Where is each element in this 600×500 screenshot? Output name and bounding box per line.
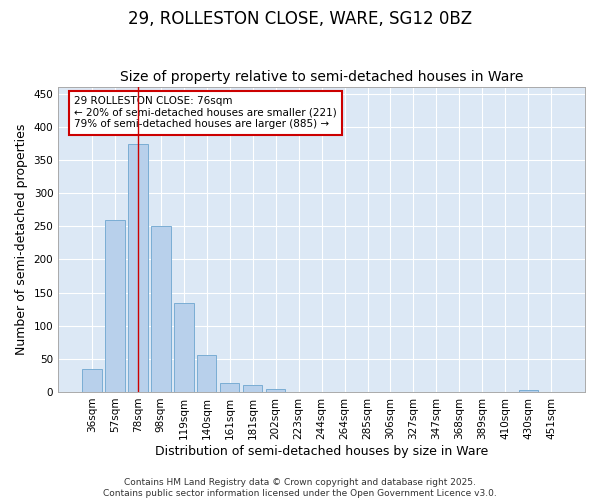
Bar: [105, 220, 125, 392]
Bar: [220, 382, 239, 392]
Bar: [518, 390, 538, 392]
Bar: [174, 303, 194, 392]
Bar: [151, 226, 170, 392]
Bar: [243, 386, 262, 392]
X-axis label: Distribution of semi-detached houses by size in Ware: Distribution of semi-detached houses by …: [155, 444, 488, 458]
Bar: [82, 369, 101, 392]
Y-axis label: Number of semi-detached properties: Number of semi-detached properties: [15, 124, 28, 355]
Bar: [128, 144, 148, 392]
Title: Size of property relative to semi-detached houses in Ware: Size of property relative to semi-detach…: [120, 70, 523, 85]
Text: 29, ROLLESTON CLOSE, WARE, SG12 0BZ: 29, ROLLESTON CLOSE, WARE, SG12 0BZ: [128, 10, 472, 28]
Text: 29 ROLLESTON CLOSE: 76sqm
← 20% of semi-detached houses are smaller (221)
79% of: 29 ROLLESTON CLOSE: 76sqm ← 20% of semi-…: [74, 96, 337, 130]
Text: Contains HM Land Registry data © Crown copyright and database right 2025.
Contai: Contains HM Land Registry data © Crown c…: [103, 478, 497, 498]
Bar: [266, 390, 286, 392]
Bar: [197, 355, 217, 392]
